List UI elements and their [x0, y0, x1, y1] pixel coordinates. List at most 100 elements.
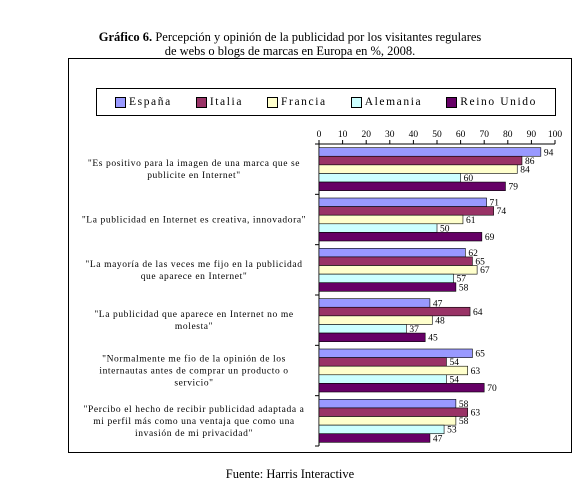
data-label: 74 [497, 207, 507, 217]
data-label: 63 [471, 367, 481, 377]
x-tick-label: 20 [361, 130, 371, 140]
bar [318, 365, 468, 376]
chart-frame [68, 58, 572, 453]
legend-swatch [267, 96, 279, 108]
category-label: "La publicidad que aparece en Internet n… [94, 310, 293, 320]
data-label: 47 [433, 434, 443, 444]
chart-legend: España Italia Francia Alemania Reino Unido [96, 88, 556, 116]
data-label: 50 [440, 224, 450, 234]
bar [318, 232, 483, 242]
bar [318, 282, 457, 292]
x-tick-label: 40 [409, 130, 419, 140]
category-label: internautas antes de comprar un producto… [99, 367, 288, 377]
data-label: 62 [468, 249, 478, 259]
data-label: 61 [466, 216, 476, 226]
category-label: publicite en Internet" [147, 171, 241, 181]
x-tick-label: 60 [456, 130, 466, 140]
x-tick-label: 70 [479, 130, 489, 140]
bar [318, 424, 445, 435]
bar [318, 164, 518, 174]
chart-title-line2: de webs o blogs de marcas en Europa en %… [164, 44, 416, 58]
category-label: que aparece en Internet" [141, 272, 248, 282]
bar [318, 147, 542, 157]
data-label: 84 [520, 165, 530, 175]
bar [318, 298, 431, 308]
x-tick-label: 90 [527, 130, 537, 140]
bar [318, 416, 457, 426]
data-label: 69 [485, 233, 495, 243]
bar [318, 324, 407, 334]
chart-title: Gráfico 6. Percepción y opinión de la pu… [0, 30, 580, 58]
category-label: mi perfil más como una ventaja que como … [93, 416, 295, 427]
bar [318, 357, 447, 367]
legend-item: España [115, 96, 172, 108]
bar [318, 155, 523, 166]
bar [318, 173, 461, 183]
data-label: 67 [480, 266, 490, 276]
data-label: 57 [457, 275, 467, 285]
data-label: 64 [473, 308, 483, 318]
legend-label: Italia [209, 96, 244, 108]
x-tick-label: 10 [338, 130, 348, 140]
chart-title-line1: Percepción y opinión de la publicidad po… [155, 30, 482, 44]
x-tick-label: 50 [432, 130, 442, 140]
category-label: "La publicidad en Internet es creativa, … [82, 216, 306, 226]
legend-swatch [350, 96, 362, 108]
bar [318, 407, 468, 417]
data-label: 54 [449, 375, 459, 385]
category-label: "Percibo el hecho de recibir publicidad … [84, 405, 305, 415]
bar [318, 273, 454, 284]
data-label: 65 [475, 258, 485, 268]
data-label: 58 [459, 417, 469, 427]
bar [318, 265, 478, 275]
legend-item: Reino Unido [446, 96, 537, 108]
bar [318, 374, 447, 384]
chart-title-lead: Gráfico 6. [98, 30, 153, 44]
bar [318, 206, 494, 216]
bar [318, 306, 471, 317]
bar [318, 332, 426, 342]
legend-item: Alemania [350, 96, 423, 108]
category-label: "Normalmente me fio de la opinión de los [102, 354, 286, 365]
bar [318, 348, 473, 358]
legend-swatch [446, 96, 458, 108]
data-label: 71 [490, 199, 500, 209]
data-label: 45 [428, 334, 438, 344]
data-label: 58 [459, 400, 469, 410]
category-label: invasión de mi privacidad" [135, 429, 253, 439]
chart-source: Fuente: Harris Interactive [225, 467, 355, 481]
x-tick-label: 0 [317, 130, 322, 140]
bar [318, 433, 431, 443]
x-tick-label: 100 [548, 130, 563, 140]
data-label: 54 [449, 358, 459, 368]
data-label: 37 [409, 325, 419, 335]
bar [318, 214, 464, 225]
data-label: 48 [435, 316, 445, 326]
legend-swatch [195, 96, 207, 108]
legend-label: Francia [281, 96, 327, 108]
data-label: 47 [433, 299, 443, 309]
legend-label: Alemania [364, 96, 423, 108]
category-label: "La mayoría de las veces me fijo en la p… [85, 259, 302, 270]
legend-item: Francia [267, 96, 327, 108]
x-tick-label: 30 [385, 130, 395, 140]
legend-swatch [115, 96, 126, 108]
data-label: 65 [475, 350, 485, 360]
data-label: 60 [464, 174, 474, 184]
category-label: molesta" [175, 322, 213, 332]
category-label: "Es positivo para la imagen de una marca… [88, 159, 300, 169]
bar [318, 315, 433, 325]
data-label: 79 [508, 183, 518, 193]
bar [318, 223, 438, 233]
x-tick-label: 80 [503, 130, 513, 140]
legend-item: Italia [195, 96, 244, 108]
bar [318, 181, 506, 191]
data-label: 53 [447, 426, 457, 436]
legend-label: Reino Unido [460, 96, 537, 108]
bar [318, 256, 473, 266]
bar [318, 248, 466, 258]
bar [318, 197, 487, 207]
data-label: 70 [487, 384, 497, 394]
data-label: 86 [525, 157, 535, 167]
